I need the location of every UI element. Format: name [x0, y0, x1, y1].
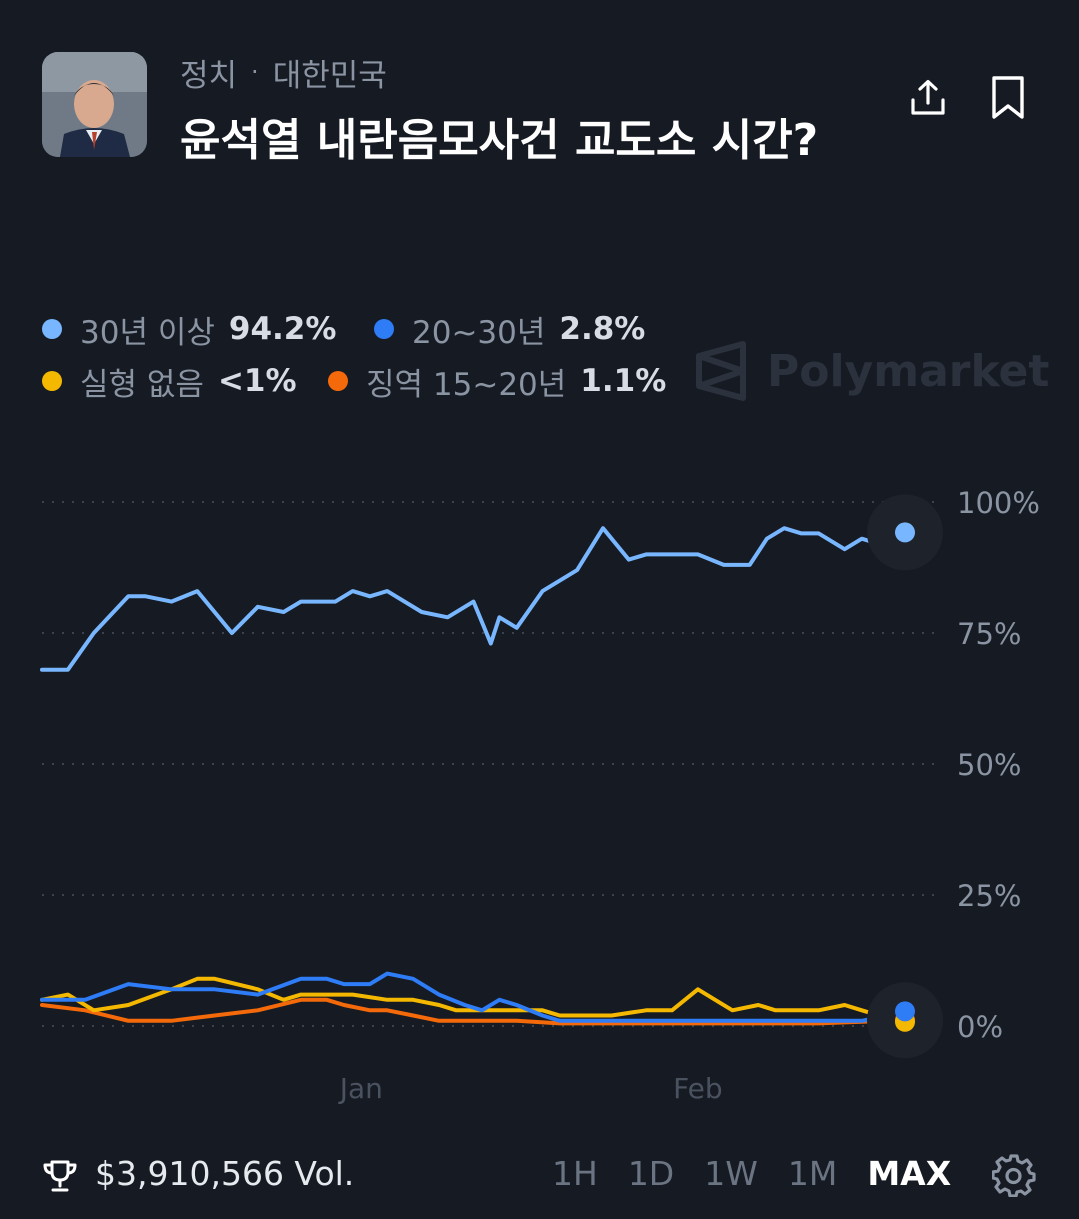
- breadcrumb: 정치 · 대한민국: [180, 52, 387, 94]
- legend-value: 94.2%: [228, 311, 337, 347]
- legend-item-15-20[interactable]: 징역 15~20년 1.1%: [328, 359, 666, 404]
- series-endpoints: [867, 494, 943, 1059]
- legend-label: 실형 없음: [80, 366, 204, 403]
- series-endpoint-dot: [895, 522, 915, 543]
- legend-dot: [374, 319, 394, 339]
- x-axis-ticks: Jan Feb: [338, 1072, 723, 1105]
- bookmark-button[interactable]: [980, 70, 1036, 126]
- chart-series: [40, 526, 907, 1026]
- page-title: 윤석열 내란음모사건 교도소 시간?: [180, 115, 819, 166]
- legend-row: 30년 이상 94.2% 20~30년 2.8%: [42, 303, 666, 355]
- y-tick-label: 100%: [957, 486, 1040, 520]
- polymarket-watermark: Polymarket: [695, 340, 1049, 402]
- chart-footer: $3,910,566 Vol. 1H 1D 1W 1M MAX: [0, 1150, 1079, 1200]
- y-tick-label: 0%: [957, 1010, 1003, 1044]
- legend-dot: [42, 319, 62, 339]
- y-tick-label: 50%: [957, 748, 1021, 782]
- series-line: [40, 997, 907, 1026]
- market-thumbnail: [42, 52, 147, 157]
- legend-item-30-plus[interactable]: 30년 이상 94.2%: [42, 307, 374, 352]
- polymarket-logo-icon: [696, 341, 746, 401]
- chart-legend: 30년 이상 94.2% 20~30년 2.8% 실형 없음 <1% 징역 15…: [42, 303, 666, 407]
- range-1w[interactable]: 1W: [704, 1154, 758, 1193]
- legend-label: 20~30년: [412, 314, 546, 351]
- y-tick-label: 75%: [957, 617, 1021, 651]
- series-line: [40, 976, 907, 1024]
- legend-value: 1.1%: [580, 363, 667, 399]
- legend-value: 2.8%: [559, 311, 646, 347]
- time-range-selector: 1H 1D 1W 1M MAX: [552, 1154, 951, 1193]
- watermark-text: Polymarket: [767, 345, 1050, 397]
- legend-value: <1%: [217, 363, 297, 399]
- series-line: [40, 971, 907, 1023]
- legend-row: 실형 없음 <1% 징역 15~20년 1.1%: [42, 355, 666, 407]
- breadcrumb-separator: ·: [251, 58, 259, 86]
- price-chart[interactable]: 100% 75% 50% 25% 0% Jan Feb: [0, 470, 1079, 1120]
- y-tick-label: 25%: [957, 879, 1021, 913]
- range-1d[interactable]: 1D: [627, 1154, 675, 1193]
- legend-dot: [42, 371, 62, 391]
- legend-dot: [328, 371, 348, 391]
- legend-item-no-sentence[interactable]: 실형 없음 <1%: [42, 359, 328, 404]
- range-max[interactable]: MAX: [867, 1154, 952, 1193]
- share-button[interactable]: [900, 70, 956, 126]
- share-icon: [911, 79, 945, 115]
- series-endpoint-dot: [895, 1001, 915, 1022]
- chart-grid: [42, 501, 935, 1027]
- bookmark-icon: [992, 76, 1024, 119]
- legend-label: 징역 15~20년: [366, 366, 567, 403]
- trophy-icon: [43, 1160, 77, 1192]
- range-1m[interactable]: 1M: [787, 1154, 838, 1193]
- volume-text: $3,910,566 Vol.: [95, 1154, 355, 1193]
- breadcrumb-category[interactable]: 정치: [180, 57, 238, 94]
- x-tick-label: Jan: [338, 1072, 383, 1105]
- breadcrumb-region[interactable]: 대한민국: [272, 57, 387, 94]
- y-axis-ticks: 100% 75% 50% 25% 0%: [957, 486, 1040, 1044]
- range-1h[interactable]: 1H: [552, 1154, 598, 1193]
- x-tick-label: Feb: [673, 1072, 723, 1105]
- series-line: [40, 526, 907, 672]
- legend-label: 30년 이상: [80, 314, 215, 351]
- settings-gear-icon[interactable]: [992, 1153, 1036, 1197]
- legend-item-20-30[interactable]: 20~30년 2.8%: [374, 307, 645, 352]
